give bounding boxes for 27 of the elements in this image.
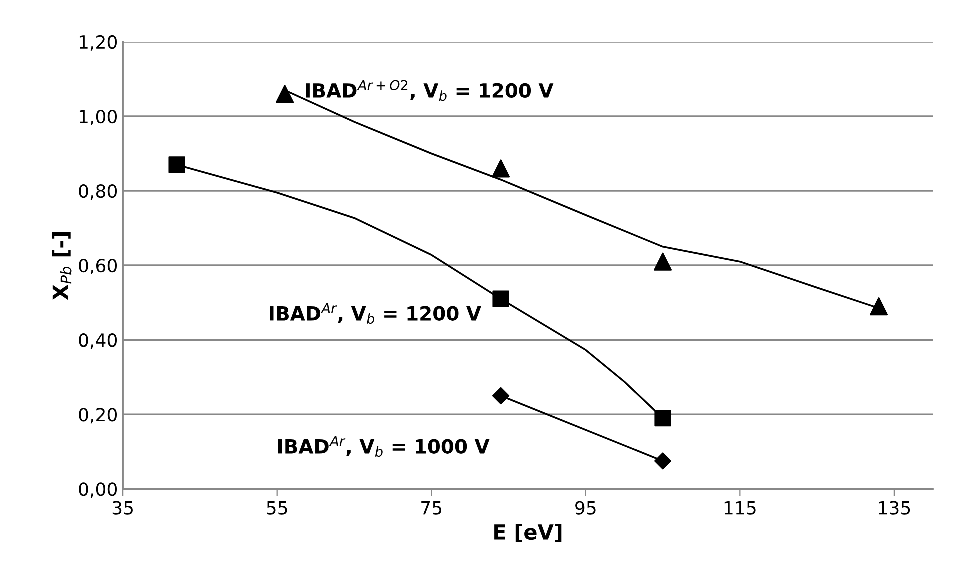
y-tick-label: 1,00: [80, 110, 118, 126]
y-tick-label: 0,60: [79, 259, 118, 275]
y-tick-label: 1,20: [80, 35, 118, 51]
x-tick-label: 95: [576, 501, 596, 515]
x-tick-label: 135: [879, 501, 910, 515]
series-label: IBAD$^{Ar+O2}$, V$_{b}$ = 1200 V: [306, 80, 554, 102]
point: [492, 290, 510, 308]
point: [654, 410, 672, 427]
point: [654, 252, 672, 271]
point: [654, 452, 672, 470]
y-tick-label: 0,80: [79, 184, 118, 200]
y-tick-label: 0,40: [79, 334, 118, 350]
x-tick-label: 55: [267, 502, 288, 515]
y-tick-label: 0,00: [79, 482, 118, 498]
x-tick-label: 115: [724, 502, 756, 515]
y-axis-title: X$_{Pb}$ [-]: [52, 232, 72, 300]
x-tick-label: 35: [112, 501, 133, 515]
y-tick-label: 0,20: [79, 408, 118, 424]
point: [492, 387, 510, 405]
point: [168, 156, 186, 174]
x-tick-label: 75: [422, 502, 442, 515]
point: [276, 85, 294, 104]
x-axis-title: E [eV]: [494, 524, 562, 543]
series-label: IBAD$^{Ar}$, V$_{b}$ = 1000 V: [278, 436, 490, 458]
point: [870, 298, 888, 316]
series-label: IBAD$^{Ar}$, V$_{b}$ = 1200 V: [270, 303, 482, 324]
point: [492, 160, 510, 178]
